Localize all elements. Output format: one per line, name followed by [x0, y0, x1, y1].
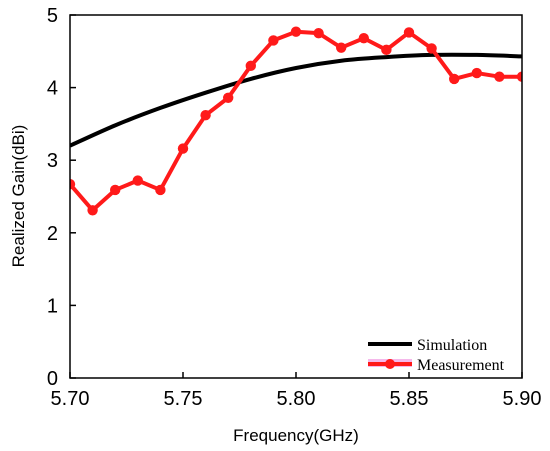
x-tick-label: 5.85: [390, 388, 429, 410]
x-axis-title: Frequency(GHz): [233, 426, 359, 445]
y-tick-label: 0: [47, 368, 58, 390]
legend: Simulation Measurement: [368, 337, 505, 374]
data-point-measurement: [155, 184, 166, 196]
x-tick-label: 5.90: [503, 388, 542, 410]
data-point-measurement: [516, 71, 522, 82]
legend-label-simulation: Simulation: [417, 337, 487, 354]
y-tick-label: 3: [47, 150, 58, 172]
series-layer: [70, 26, 522, 216]
legend-marker-measurement: [385, 359, 395, 369]
y-axis-title: Realized Gain(dBi): [9, 125, 28, 268]
data-point-measurement: [494, 71, 505, 82]
data-point-measurement: [449, 73, 460, 85]
data-point-measurement: [110, 184, 121, 196]
x-tick-label: 5.70: [51, 388, 90, 410]
y-tick-label: 4: [47, 78, 58, 100]
x-tick-label: 5.80: [277, 388, 316, 410]
data-point-measurement: [313, 27, 324, 39]
data-point-measurement: [471, 67, 482, 79]
data-point-measurement: [381, 44, 392, 56]
series-line-simulation: [70, 52, 522, 148]
data-point-measurement: [426, 43, 437, 54]
data-point-measurement: [70, 178, 76, 190]
data-point-measurement: [177, 143, 189, 154]
data-point-measurement: [132, 175, 143, 186]
data-point-measurement: [290, 26, 302, 37]
y-tick-label: 2: [47, 223, 58, 245]
data-point-measurement: [87, 205, 98, 216]
x-tick-label: 5.75: [164, 388, 203, 410]
data-point-measurement: [403, 27, 415, 38]
data-point-measurement: [268, 35, 279, 46]
data-point-measurement: [358, 33, 369, 44]
data-point-measurement: [336, 42, 347, 53]
y-tick-label: 5: [47, 5, 58, 27]
y-tick-label: 1: [47, 295, 58, 317]
legend-label-measurement: Measurement: [417, 357, 505, 374]
x-axis: 5.70 5.75 5.80 5.85 5.90: [51, 372, 542, 410]
data-point-measurement: [200, 109, 211, 121]
y-axis: 0 1 2 3 4 5: [47, 5, 76, 390]
data-point-measurement: [245, 60, 256, 72]
data-point-measurement: [223, 92, 234, 103]
